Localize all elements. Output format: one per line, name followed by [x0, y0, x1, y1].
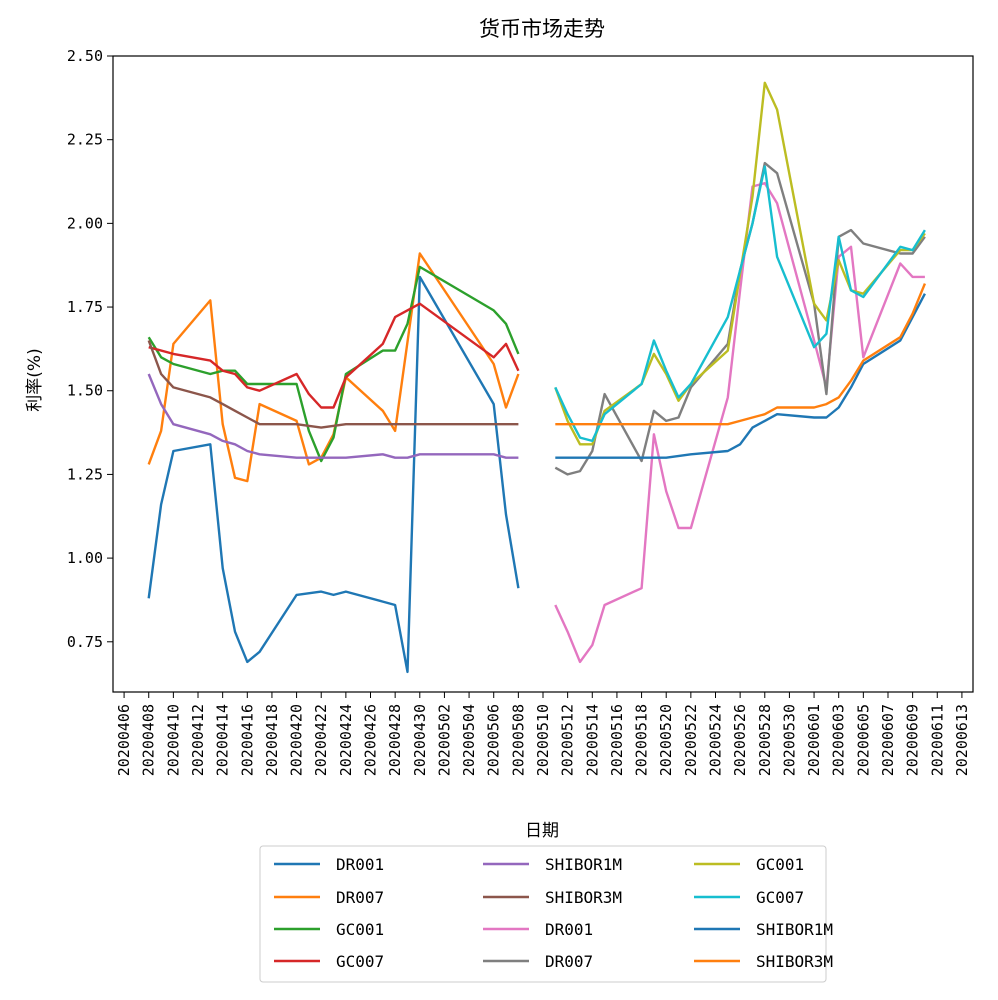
- legend-label: GC001: [756, 855, 804, 874]
- x-tick-label: 20200410: [164, 704, 182, 776]
- series-line-1-dr007: [147, 252, 520, 483]
- x-tick-label: 20200520: [657, 704, 675, 776]
- legend-label: SHIBOR1M: [756, 920, 833, 939]
- series-line-0-dr001: [147, 275, 520, 674]
- legend-label: GC007: [756, 888, 804, 907]
- series-line-6-dr001: [554, 182, 925, 664]
- legend-label: SHIBOR3M: [545, 888, 622, 907]
- x-tick-label: 20200613: [953, 704, 971, 776]
- y-tick-label: 2.00: [67, 214, 103, 232]
- y-axis: 0.75 1.00 1.25 1.50 1.75 2.00 2.25 2.50: [67, 47, 113, 651]
- x-tick-label: 20200518: [633, 704, 651, 776]
- y-tick-label: 1.75: [67, 298, 103, 316]
- legend-label: GC001: [336, 920, 384, 939]
- series-line-8-gc001: [554, 81, 926, 446]
- y-tick-label: 2.50: [67, 47, 103, 65]
- x-tick-label: 20200414: [214, 704, 232, 776]
- series-line-11-shibor3m: [555, 283, 927, 426]
- x-tick-label: 20200611: [928, 704, 946, 776]
- series-line-9-gc007: [554, 165, 926, 443]
- x-tick-label: 20200418: [263, 704, 281, 776]
- plot-area: [112, 55, 974, 693]
- y-axis-title: 利率(%): [25, 348, 45, 411]
- y-tick-label: 1.25: [67, 465, 103, 483]
- y-tick-label: 1.00: [67, 549, 103, 567]
- series-line-5-shibor3m: [147, 340, 519, 429]
- series-line-7-dr007: [554, 161, 926, 476]
- legend-label: DR001: [545, 920, 593, 939]
- x-tick-label: 20200412: [189, 704, 207, 776]
- series-line-2-gc001: [147, 265, 520, 463]
- x-tick-label: 20200408: [140, 704, 158, 776]
- x-tick-label: 20200406: [115, 704, 133, 776]
- x-tick-label: 20200522: [682, 704, 700, 776]
- legend-label: SHIBOR3M: [756, 952, 833, 971]
- x-tick-label: 20200605: [854, 704, 872, 776]
- series-layer: [147, 81, 927, 674]
- series-line-10-shibor1m: [555, 293, 926, 459]
- x-tick-label: 20200508: [509, 704, 527, 776]
- plot-frame: [112, 55, 974, 693]
- x-tick-label: 20200609: [904, 704, 922, 776]
- x-tick-label: 20200603: [830, 704, 848, 776]
- x-tick-label: 20200506: [485, 704, 503, 776]
- x-axis-title: 日期: [525, 821, 559, 841]
- x-tick-label: 20200516: [608, 704, 626, 776]
- x-tick-label: 20200510: [534, 704, 552, 776]
- x-tick-label: 20200428: [386, 704, 404, 776]
- x-tick-label: 20200424: [337, 704, 355, 776]
- x-tick-label: 20200530: [780, 704, 798, 776]
- x-tick-label: 20200420: [288, 704, 306, 776]
- legend-frame: [259, 845, 827, 983]
- y-tick-label: 0.75: [67, 633, 103, 651]
- y-tick-label: 2.25: [67, 131, 103, 149]
- y-tick-label: 1.50: [67, 382, 103, 400]
- x-tick-label: 20200512: [559, 704, 577, 776]
- x-tick-label: 20200416: [238, 704, 256, 776]
- chart-title: 货币市场走势: [479, 17, 605, 41]
- x-tick-label: 20200601: [805, 704, 823, 776]
- legend-label: DR007: [545, 952, 593, 971]
- x-tick-label: 20200502: [435, 704, 453, 776]
- x-tick-label: 20200514: [583, 704, 601, 776]
- x-tick-label: 20200526: [731, 704, 749, 776]
- legend-label: DR001: [336, 855, 384, 874]
- x-tick-label: 20200607: [879, 704, 897, 776]
- x-tick-label: 20200524: [706, 704, 724, 776]
- x-tick-label: 20200504: [460, 704, 478, 776]
- legend-label: GC007: [336, 952, 384, 971]
- series-line-3-gc007: [148, 302, 520, 409]
- legend: DR001 DR007 GC001 GC007 SHIBOR1M SHIBOR3M DR00…: [259, 845, 833, 983]
- legend-label: DR007: [336, 888, 384, 907]
- x-tick-label: 20200426: [362, 704, 380, 776]
- x-tick-label: 20200422: [312, 704, 330, 776]
- series-line-4-shibor1m: [147, 373, 519, 459]
- x-axis: 20200406 20200408 20200410 20200412 20200414…: [115, 692, 971, 776]
- legend-label: SHIBOR1M: [545, 855, 622, 874]
- x-tick-label: 20200528: [756, 704, 774, 776]
- x-tick-label: 20200430: [411, 704, 429, 776]
